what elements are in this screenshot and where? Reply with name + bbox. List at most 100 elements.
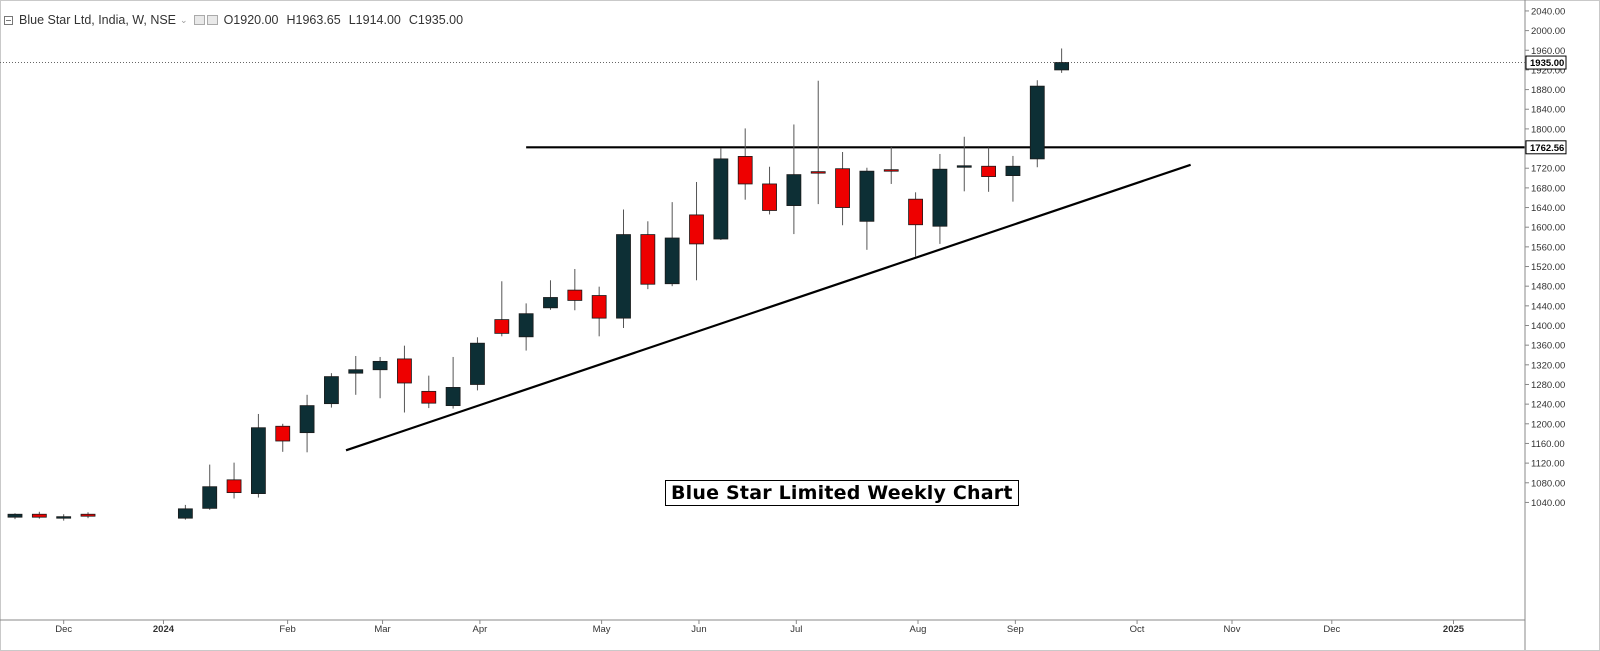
candle[interactable] [275, 423, 291, 452]
candle-body [250, 427, 266, 494]
candle[interactable] [80, 512, 96, 519]
candle-body [713, 158, 729, 240]
y-tick-label: 1800.00 [1531, 124, 1565, 135]
candle[interactable] [591, 286, 607, 337]
candle[interactable] [543, 280, 558, 310]
candle[interactable] [664, 202, 680, 287]
candle[interactable] [226, 462, 242, 499]
candle[interactable] [494, 281, 510, 337]
time-axis[interactable]: Dec 2024 Feb Mar Apr May Jun Jul Aug Sep Oct Nov Dec… [0, 619, 1525, 635]
y-tick-label: 1960.00 [1531, 46, 1565, 57]
candles [7, 48, 1070, 521]
chevron-down-icon[interactable]: ⌄ [180, 14, 188, 25]
candle-body [1005, 165, 1021, 176]
eye-icon[interactable] [206, 15, 218, 25]
candle[interactable] [689, 181, 704, 281]
candle[interactable] [202, 464, 218, 510]
candle-body [908, 198, 923, 226]
candle-body [275, 425, 291, 442]
candle-body [956, 165, 972, 168]
candle[interactable] [713, 148, 729, 240]
candle[interactable] [250, 413, 266, 498]
candle[interactable] [299, 394, 315, 453]
candle[interactable] [1029, 80, 1045, 168]
y-tick-label: 1400.00 [1531, 321, 1565, 332]
candle[interactable] [445, 356, 461, 409]
candle[interactable] [835, 152, 850, 226]
candle[interactable] [956, 136, 972, 192]
x-tick-label: 2025 [1443, 624, 1465, 635]
candle[interactable] [762, 166, 777, 215]
ohlc-values: O1920.00 H1963.65 L1914.00 C1935.00 [224, 13, 464, 27]
candle[interactable] [372, 356, 388, 399]
candle-body [202, 486, 218, 509]
x-tick-label: Oct [1130, 624, 1145, 635]
candle[interactable] [348, 355, 364, 395]
candle-body [348, 369, 364, 374]
y-tick-label: 1040.00 [1531, 498, 1565, 509]
candle[interactable] [883, 147, 899, 184]
x-tick-label: May [593, 624, 611, 635]
candle-body [883, 169, 899, 172]
symbol-title[interactable]: Blue Star Ltd, India, W, NSE [19, 13, 177, 27]
price-axis[interactable]: 1040.00 1080.00 1120.00 1160.00 1200.00 1240.… [1524, 0, 1565, 650]
y-tick-label: 1240.00 [1531, 400, 1565, 411]
candle[interactable] [470, 337, 485, 391]
candle-body [640, 234, 656, 285]
candle[interactable] [737, 128, 753, 200]
candle[interactable] [786, 124, 802, 235]
candle-body [689, 214, 704, 245]
candle[interactable] [616, 209, 631, 328]
candle-body [591, 295, 607, 319]
candle-body [445, 387, 461, 407]
candle-body [981, 165, 996, 177]
candle[interactable] [567, 268, 583, 311]
y-tick-label: 1600.00 [1531, 223, 1565, 234]
candle[interactable] [981, 147, 996, 192]
y-tick-label: 1920.00 [1531, 65, 1565, 76]
candle[interactable] [397, 345, 412, 413]
candle[interactable] [421, 375, 437, 409]
candle[interactable] [177, 504, 193, 520]
candle[interactable] [859, 167, 875, 250]
candle[interactable] [640, 221, 656, 290]
open-value: O1920.00 [223, 13, 279, 27]
candle-body [397, 358, 412, 384]
candle[interactable] [1054, 48, 1070, 73]
x-tick-label: Jul [790, 624, 802, 635]
y-tick-label: 2040.00 [1531, 6, 1565, 17]
y-tick-label: 1280.00 [1531, 380, 1565, 391]
candle[interactable] [518, 303, 534, 351]
y-tick-label: 1720.00 [1531, 164, 1565, 175]
y-tick-label: 1200.00 [1531, 419, 1565, 430]
x-tick-label: Mar [374, 624, 390, 635]
candle[interactable] [1005, 155, 1021, 202]
x-tick-label: Nov [1224, 624, 1241, 635]
y-tick-label: 1480.00 [1531, 282, 1565, 293]
y-tick-label: 1840.00 [1531, 105, 1565, 116]
collapse-icon[interactable] [4, 15, 13, 25]
support-trendline[interactable] [345, 163, 1191, 452]
candle-body [859, 170, 875, 222]
candle-body [80, 513, 96, 517]
high-value: H1963.65 [286, 13, 341, 27]
candle[interactable] [7, 513, 23, 520]
candle-body [299, 405, 315, 434]
y-tick-label: 2000.00 [1531, 26, 1565, 37]
candle[interactable] [932, 153, 948, 244]
candle[interactable] [324, 373, 339, 408]
x-tick-label: Apr [472, 624, 487, 635]
header-icons[interactable] [193, 15, 218, 25]
candle[interactable] [31, 511, 47, 519]
candle-body [1029, 85, 1045, 160]
x-tick-label: Dec [55, 624, 72, 635]
candle[interactable] [908, 192, 923, 257]
candle-body [543, 297, 558, 309]
x-tick-label: Jun [691, 624, 706, 635]
y-tick-label: 1680.00 [1531, 183, 1565, 194]
y-tick-label: 1120.00 [1531, 459, 1565, 470]
candle[interactable] [810, 80, 826, 205]
settings-icon[interactable] [193, 15, 205, 25]
candle[interactable] [56, 514, 72, 521]
